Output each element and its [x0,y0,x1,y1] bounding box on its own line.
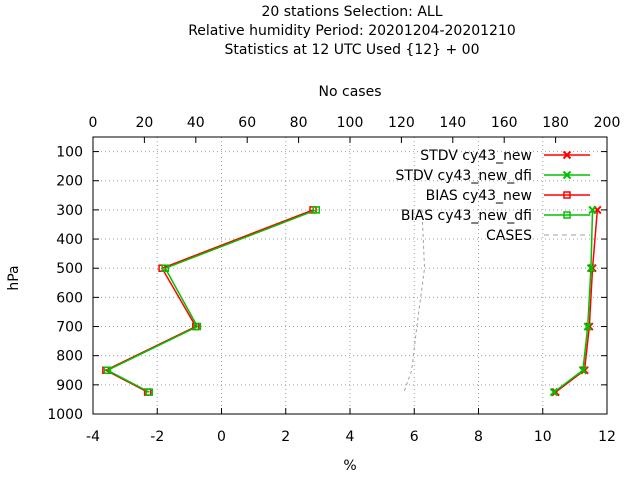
legend-swatch-marker [562,170,572,180]
x2-tick-label: 180 [542,115,569,131]
chart-title-line-2: Relative humidity Period: 20201204-20201… [188,23,516,39]
data-point [145,388,153,396]
data-point [549,387,559,397]
marker-stroke [549,387,559,397]
chart-title-line-1: 20 stations Selection: ALL [261,4,442,20]
y-tick-label: 1000 [47,407,83,423]
x2-tick-label: 160 [491,115,518,131]
chart-title-line-3: Statistics at 12 UTC Used {12} + 00 [224,42,479,58]
x2-tick-label: 80 [290,115,308,131]
x2-tick-label: 40 [187,115,205,131]
x-tick-label: 6 [410,429,419,445]
legend-swatch-marker [562,150,572,160]
legend-label: BIAS cy43_new_dfi [401,208,532,224]
x2-tick-label: 120 [388,115,415,131]
series-line [553,209,594,393]
y-axis-label: hPa [6,265,22,290]
y-tick-label: 200 [56,174,83,190]
series-stdv-cy43-new-dfi [549,205,597,397]
marker-stroke [578,366,588,375]
x2-tick-label: 140 [439,115,466,131]
legend-swatch-marker [563,211,571,219]
x2-tick-label: 200 [594,115,621,131]
data-point [583,322,592,331]
x-tick-label: 8 [474,429,483,445]
x-axis-label: % [343,458,356,474]
grid-lines [93,137,607,414]
legend-swatch-marker [563,191,571,199]
marker-stroke [562,150,572,160]
y-tick-label: 700 [56,320,83,336]
data-point [161,264,170,272]
data-point [580,366,589,375]
y-tick-label: 300 [56,203,83,219]
data-point [103,366,112,375]
x-tick-label: 0 [217,429,226,445]
marker-stroke [562,170,572,180]
legend-label: CASES [486,228,532,244]
x2-tick-label: 100 [337,115,364,131]
data-point [586,264,596,273]
y-tick-label: 900 [56,378,83,394]
x-tick-label: 2 [281,429,290,445]
series-stdv-cy43-new [551,205,602,397]
data-point [588,205,597,215]
y-tick-label: 400 [56,232,83,248]
series-line [105,209,317,393]
y-tick-label: 800 [56,349,83,365]
x-tick-label: 4 [346,429,355,445]
legend: STDV cy43_new STDV cy43_new_dfi BIAS cy43_… [396,148,590,244]
data-point [578,366,588,375]
marker-stroke [588,205,597,215]
y-tick-label: 600 [56,290,83,306]
x-tick-label: -4 [86,429,100,445]
marker-stroke [586,264,596,273]
legend-label: STDV cy43_new [420,148,532,164]
x-tick-label: 12 [598,429,616,445]
x2-tick-label: 60 [238,115,256,131]
x2-axis-label: No cases [319,84,382,100]
x-tick-label: -2 [150,429,164,445]
marker-stroke [583,322,592,331]
legend-label: STDV cy43_new_dfi [396,168,532,184]
cases-series-line [403,209,426,393]
data-point [312,206,321,214]
marker-stroke [580,366,589,375]
series-line [104,209,314,393]
y-tick-label: 500 [56,261,83,277]
series-bias-cy43-new [102,206,317,396]
axis-ticks: -4 -2 0 2 4 6 8 10 120 20 40 60 80 100 120 140 160 180 200… [47,115,620,445]
x2-tick-label: 0 [89,115,98,131]
plot-border [92,136,608,415]
x2-tick-label: 20 [135,115,153,131]
legend-label: BIAS cy43_new [426,188,532,204]
x-tick-label: 10 [534,429,552,445]
y-tick-label: 100 [56,145,83,161]
data-point [193,322,202,331]
series-bias-cy43-new-dfi [103,206,321,396]
plot-series [102,205,602,397]
